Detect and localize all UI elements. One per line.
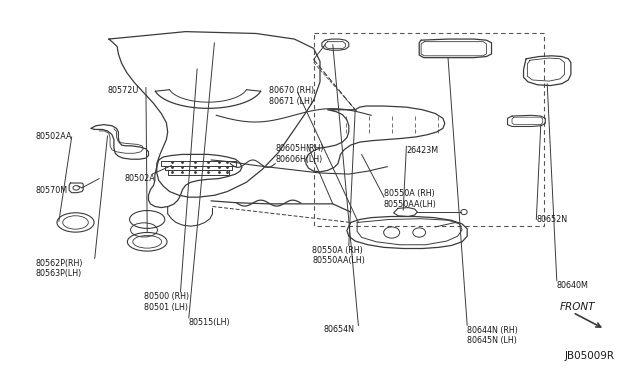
Text: 80550A (RH)
80550AA(LH): 80550A (RH) 80550AA(LH)	[384, 189, 437, 209]
Text: 80550A (RH)
80550AA(LH): 80550A (RH) 80550AA(LH)	[312, 246, 365, 265]
Text: FRONT: FRONT	[560, 302, 595, 312]
Text: 80654N: 80654N	[323, 326, 354, 334]
Text: 80670 (RH)
80671 (LH): 80670 (RH) 80671 (LH)	[269, 86, 314, 106]
Text: 80640M: 80640M	[557, 281, 589, 290]
Text: 80500 (RH)
80501 (LH): 80500 (RH) 80501 (LH)	[144, 292, 189, 312]
Text: 80652N: 80652N	[536, 215, 568, 224]
Text: 80570M: 80570M	[35, 186, 67, 195]
Bar	[314, 33, 544, 226]
Text: 26423M: 26423M	[406, 146, 438, 155]
Text: 80605H(RH)
80606H(LH): 80605H(RH) 80606H(LH)	[275, 144, 324, 164]
Text: 80562P(RH)
80563P(LH): 80562P(RH) 80563P(LH)	[35, 259, 83, 278]
Text: 80502AA: 80502AA	[35, 132, 72, 141]
Text: 80515(LH): 80515(LH)	[189, 318, 230, 327]
Text: 80502A: 80502A	[125, 174, 156, 183]
Text: 80644N (RH)
80645N (LH): 80644N (RH) 80645N (LH)	[467, 326, 518, 345]
Text: 80572U: 80572U	[108, 86, 139, 95]
Text: JB05009R: JB05009R	[564, 351, 614, 361]
